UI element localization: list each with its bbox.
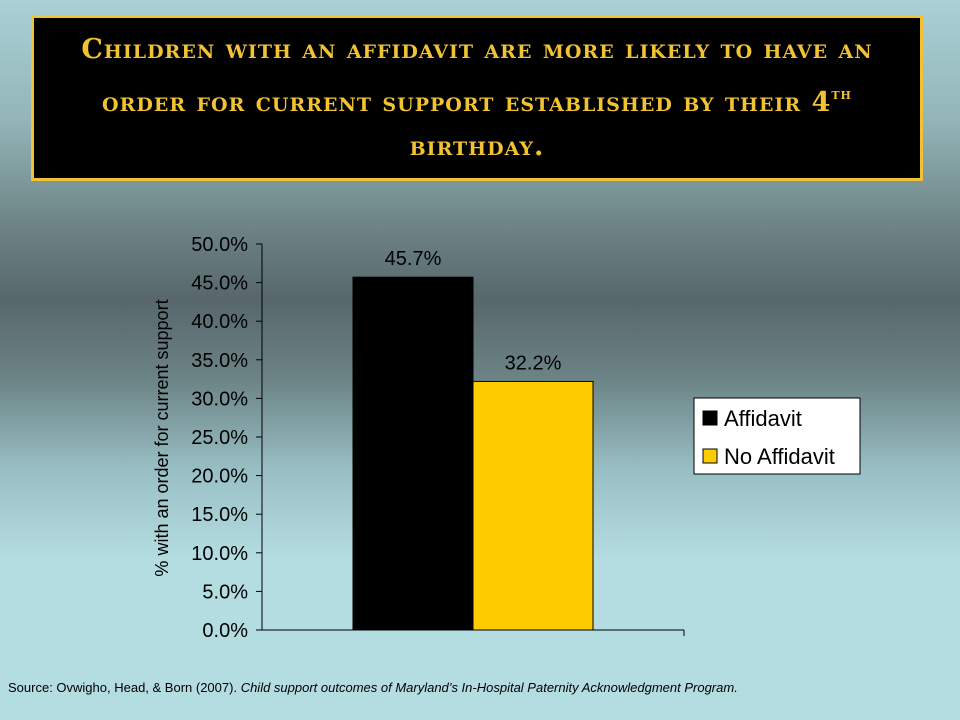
title-part2: birthday. xyxy=(409,130,545,162)
legend-swatch xyxy=(702,448,718,464)
y-tick-label: 50.0% xyxy=(191,234,248,256)
bar-affidavit xyxy=(352,276,474,631)
title-part1: Children with an affidavit are more like… xyxy=(81,33,873,118)
legend-label: No Affidavit xyxy=(724,444,835,469)
slide-title: Children with an affidavit are more like… xyxy=(34,28,920,169)
y-tick-label: 35.0% xyxy=(191,350,248,372)
y-tick-label: 0.0% xyxy=(202,620,248,642)
y-tick-label: 15.0% xyxy=(191,504,248,526)
legend-label: Affidavit xyxy=(724,406,802,431)
y-axis-title: % with an order for current support xyxy=(152,299,172,576)
y-tick-label: 10.0% xyxy=(191,543,248,565)
legend-frame xyxy=(693,397,861,475)
y-tick-label: 40.0% xyxy=(191,311,248,333)
source-prefix: Source: Ovwigho, Head, & Born (2007). xyxy=(8,680,241,695)
y-tick-label: 5.0% xyxy=(202,581,248,603)
title-banner: Children with an affidavit are more like… xyxy=(31,15,923,181)
y-tick-label: 25.0% xyxy=(191,427,248,449)
data-label: 32.2% xyxy=(505,352,562,374)
legend: Affidavit No Affidavit xyxy=(693,397,861,475)
title-superscript: th xyxy=(831,84,852,103)
legend-swatch xyxy=(702,410,718,426)
y-tick-label: 30.0% xyxy=(191,388,248,410)
data-label: 45.7% xyxy=(385,248,442,270)
source-title: Child support outcomes of Maryland’s In-… xyxy=(240,680,738,695)
bar-no-affidavit xyxy=(472,380,594,631)
y-tick-label: 45.0% xyxy=(191,273,248,295)
source-citation: Source: Ovwigho, Head, & Born (2007). Ch… xyxy=(8,680,738,695)
bar-chart: % with an order for current support Affi… xyxy=(152,234,861,642)
y-tick-label: 20.0% xyxy=(191,466,248,488)
